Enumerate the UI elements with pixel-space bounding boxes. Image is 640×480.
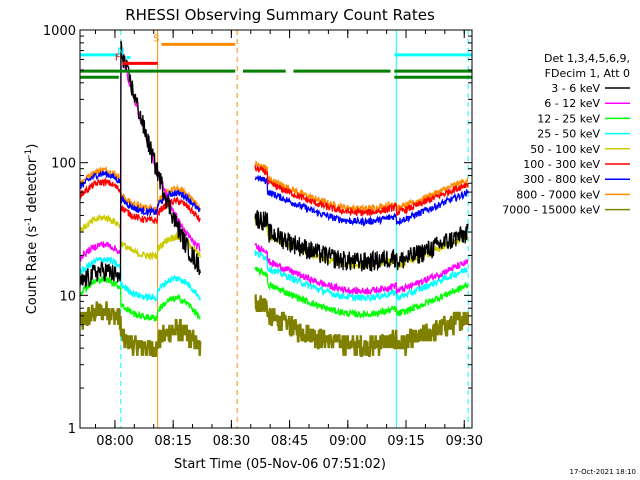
plot-area: SFNRD0RD4 bbox=[80, 30, 472, 428]
y-axis-label-part: detector bbox=[25, 157, 40, 217]
series-line-6-to-12keV bbox=[80, 51, 469, 296]
legend-entry-label: 3 - 6 keV bbox=[551, 82, 600, 95]
footer-date: 17-Oct-2021 18:10 bbox=[570, 468, 636, 476]
flag-label: N bbox=[117, 47, 124, 58]
y-axis-label-part: Count Rate (s bbox=[25, 226, 40, 315]
series-line-300-to-800keV bbox=[80, 170, 469, 228]
x-tick-label: 08:00 bbox=[96, 434, 133, 449]
series-line-12-to-25keV bbox=[80, 266, 469, 322]
x-axis-label: Start Time (05-Nov-06 07:51:02) bbox=[174, 457, 386, 472]
y-tick-label: 10 bbox=[59, 289, 76, 304]
x-tick-label: 08:15 bbox=[154, 434, 191, 449]
series-line-100-to-300keV bbox=[80, 165, 469, 224]
y-axis-label-part: ) bbox=[25, 144, 40, 149]
series-line-25-to-50keV bbox=[80, 250, 469, 303]
legend-entry-label: 12 - 25 keV bbox=[537, 112, 600, 125]
x-tick-label: 08:30 bbox=[213, 434, 250, 449]
flag-label: F bbox=[115, 52, 121, 63]
legend-entry-label: 100 - 300 keV bbox=[523, 158, 600, 171]
y-axis-label: Count Rate (s-1 detector-1) bbox=[24, 144, 40, 315]
legend: Det 1,3,4,5,6,9, FDecim 1, Att 0 3 - 6 k… bbox=[502, 52, 630, 217]
legend-entry-label: 800 - 7000 keV bbox=[516, 188, 600, 201]
y-axis: 1 10 100 1000 bbox=[43, 24, 472, 437]
flag-label: S bbox=[153, 33, 159, 44]
legend-entry-label: 300 - 800 keV bbox=[523, 173, 600, 186]
legend-entry-label: 6 - 12 keV bbox=[544, 97, 600, 110]
legend-entry-label: 50 - 100 keV bbox=[530, 143, 600, 156]
x-tick-label: 09:00 bbox=[329, 434, 366, 449]
y-axis-label-exponent: -1 bbox=[24, 149, 34, 158]
plot-frame bbox=[79, 29, 473, 429]
legend-entry-label: 25 - 50 keV bbox=[537, 128, 600, 141]
x-axis: 08:00 08:15 08:30 08:45 09:00 09:15 09:30 bbox=[95, 30, 483, 449]
y-axis-label-exponent: -1 bbox=[24, 217, 34, 226]
x-tick-label: 08:45 bbox=[271, 434, 308, 449]
x-tick-label: 09:30 bbox=[446, 434, 483, 449]
series-line-3-to-6keV bbox=[80, 40, 469, 288]
series-line-7000-to-15000keV bbox=[80, 294, 470, 357]
y-tick-label: 1 bbox=[68, 422, 76, 437]
y-tick-label: 100 bbox=[51, 157, 76, 172]
legend-header-line-2: FDecim 1, Att 0 bbox=[545, 67, 630, 80]
y-tick-label: 1000 bbox=[43, 24, 76, 39]
legend-entry-label: 7000 - 15000 keV bbox=[502, 204, 600, 217]
x-tick-label: 09:15 bbox=[387, 434, 424, 449]
legend-header-line-1: Det 1,3,4,5,6,9, bbox=[544, 52, 630, 65]
chart-title: RHESSI Observing Summary Count Rates bbox=[125, 6, 435, 24]
